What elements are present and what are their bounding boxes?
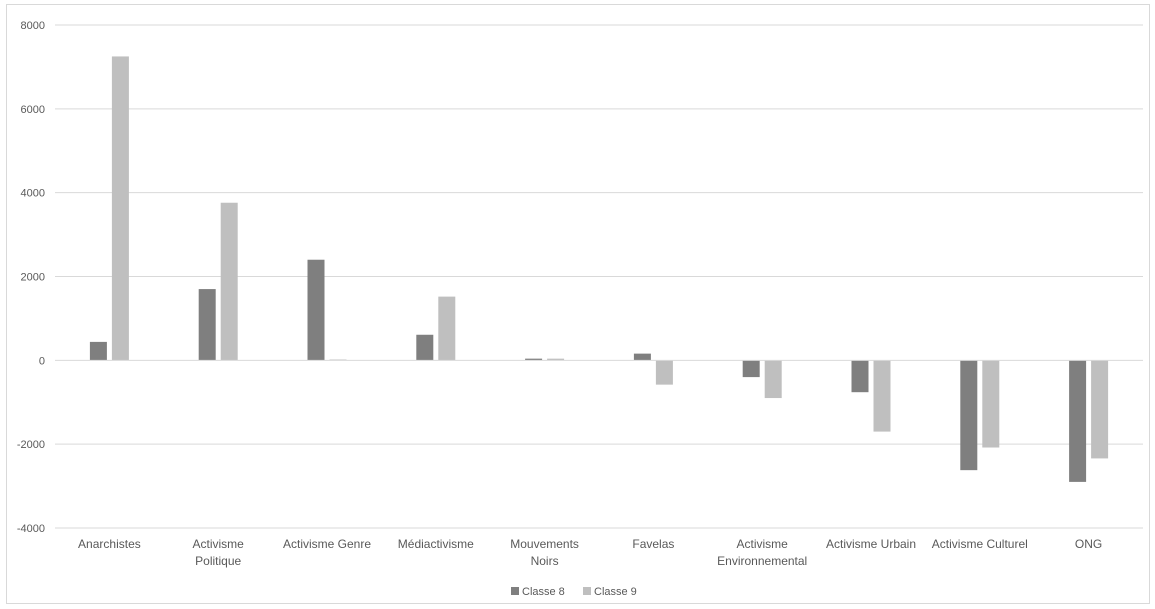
bars [89, 56, 1109, 482]
category-label: ONG [1075, 537, 1102, 551]
y-tick-label: 6000 [21, 104, 45, 116]
category-label: Activisme Genre [283, 537, 371, 551]
category-label: Favelas [632, 537, 674, 551]
bar-classe-9 [655, 360, 673, 385]
y-tick-label: 0 [39, 355, 45, 367]
bar-classe-9 [547, 358, 565, 361]
category-label: Activisme Urbain [826, 537, 916, 551]
y-tick-label: -4000 [17, 523, 45, 535]
legend-label: Classe 8 [522, 586, 565, 598]
category-label: Activisme Politique [193, 537, 245, 568]
y-tick-label: 4000 [21, 188, 45, 200]
bar-classe-8 [416, 334, 434, 361]
bar-classe-9 [438, 296, 456, 361]
bar-classe-8 [960, 360, 978, 471]
bar-classe-9 [982, 360, 1000, 448]
bar-classe-9 [764, 360, 782, 399]
legend-swatch [511, 587, 519, 595]
bar-classe-8 [525, 358, 543, 361]
legend: Classe 8 Classe 9 [511, 586, 637, 598]
category-labels: Anarchistes Activisme Politique Activisme G… [78, 537, 1102, 568]
category-label: Anarchistes [78, 537, 141, 551]
bar-classe-9 [111, 56, 129, 361]
bar-classe-8 [198, 289, 216, 361]
legend-swatch [583, 587, 591, 595]
category-label: Médiactivisme [398, 537, 474, 551]
bar-classe-8 [633, 353, 651, 361]
y-tick-label: 8000 [21, 20, 45, 32]
bar-classe-9 [220, 202, 238, 361]
bar-classe-8 [307, 259, 325, 361]
category-label: Mouvements Noirs [510, 537, 579, 568]
y-tick-label: -2000 [17, 439, 45, 451]
bar-classe-9 [873, 360, 891, 432]
chart-frame: 8000 6000 4000 2000 0 -2000 -4000 Anarchistes A… [6, 4, 1150, 604]
category-label: Activisme Environnemental [717, 537, 807, 568]
gridlines [55, 24, 1143, 529]
bar-classe-9 [1091, 360, 1109, 459]
y-axis-ticks: 8000 6000 4000 2000 0 -2000 -4000 [17, 20, 45, 535]
y-tick-label: 2000 [21, 272, 45, 284]
legend-label: Classe 9 [594, 586, 637, 598]
bar-classe-8 [851, 360, 869, 393]
bar-classe-8 [89, 341, 107, 361]
bar-classe-8 [1069, 360, 1087, 482]
category-label: Activisme Culturel [932, 537, 1028, 551]
bar-classe-8 [742, 360, 760, 378]
